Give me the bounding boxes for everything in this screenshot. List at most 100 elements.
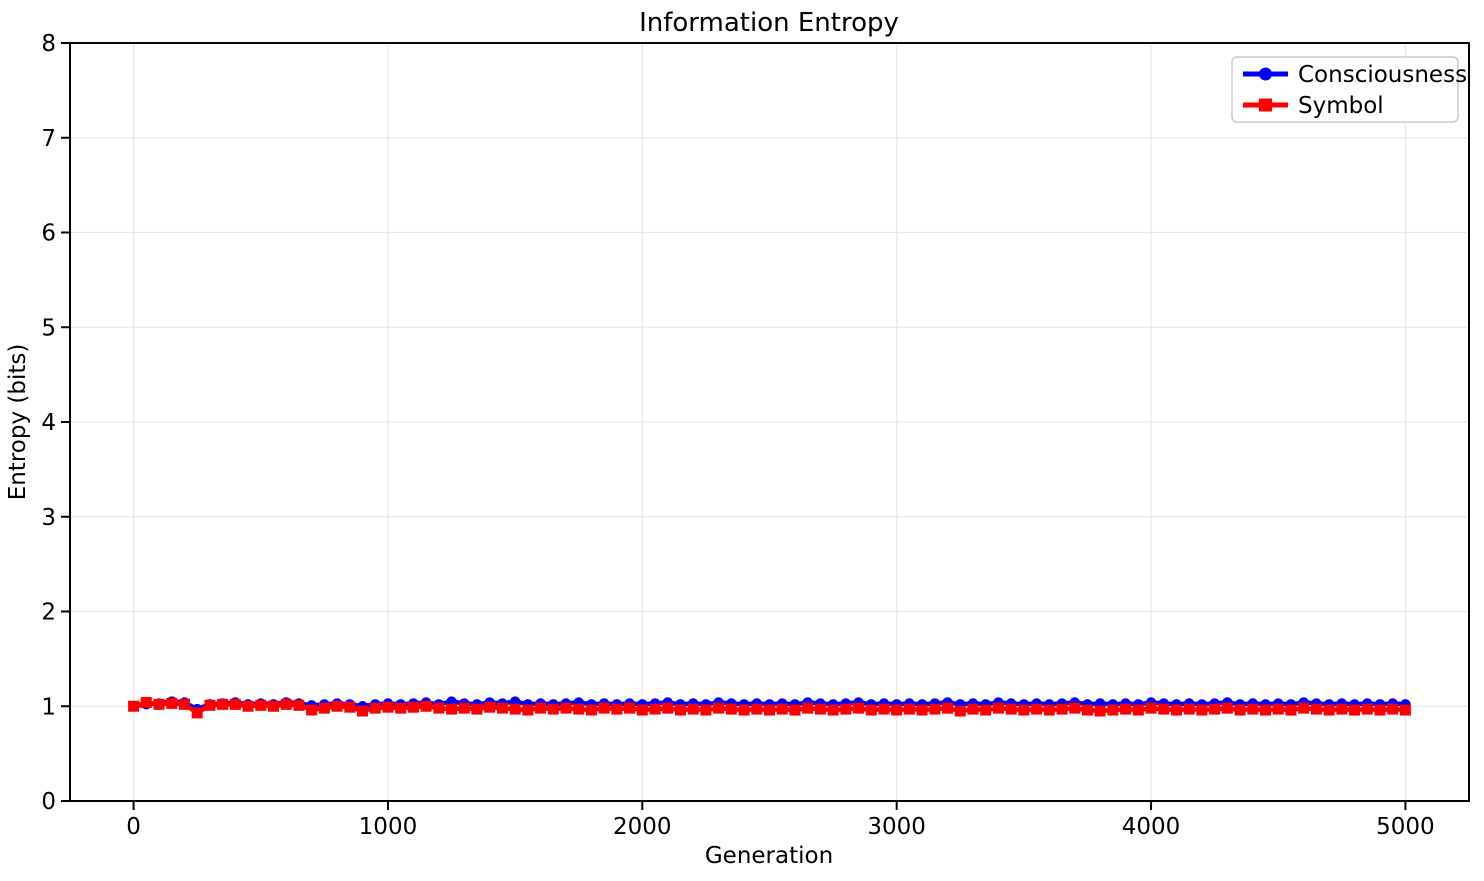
data-point-symbol [674,704,686,716]
data-point-symbol [318,702,330,714]
data-point-symbol [1043,704,1055,716]
y-axis-label: Entropy (bits) [5,344,31,501]
data-point-symbol [713,702,725,714]
data-point-symbol [306,704,318,716]
y-tick-label: 5 [41,315,56,341]
data-point-symbol [585,704,597,716]
data-point-symbol [840,703,852,715]
data-point-symbol [649,703,661,715]
y-tick-label: 0 [41,789,56,815]
data-point-symbol [153,698,165,710]
data-point-symbol [1158,703,1170,715]
data-point-symbol [395,702,407,714]
y-tick-label: 8 [41,31,56,57]
data-point-symbol [547,703,559,715]
x-tick-label: 3000 [867,814,926,840]
data-point-symbol [369,702,381,714]
data-point-symbol [242,700,254,712]
data-point-symbol [280,698,292,710]
data-point-symbol [344,701,356,713]
x-tick-label: 4000 [1122,814,1181,840]
data-point-symbol [1323,704,1335,716]
data-point-symbol [178,698,190,710]
legend-label-symbol: Symbol [1298,93,1384,119]
data-point-symbol [446,703,458,715]
data-point-symbol [140,696,152,708]
data-point-symbol [751,703,763,715]
data-point-symbol [929,703,941,715]
data-point-symbol [1145,702,1157,714]
data-point-symbol [967,703,979,715]
data-point-symbol [522,704,534,716]
data-point-symbol [1120,703,1132,715]
data-point-symbol [802,702,814,714]
data-point-symbol [700,704,712,716]
data-point-symbol [636,704,648,716]
legend-label-consciousness: Consciousness [1298,62,1467,88]
data-point-symbol [433,702,445,714]
data-point-symbol [560,702,572,714]
data-point-symbol [1132,704,1144,716]
data-point-symbol [1349,704,1361,716]
data-point-symbol [827,704,839,716]
data-point-symbol [293,699,305,711]
data-point-symbol [853,702,865,714]
data-series [128,696,1411,719]
data-point-symbol [814,703,826,715]
data-point-symbol [535,702,547,714]
x-tick-label: 1000 [359,814,418,840]
data-point-symbol [1260,704,1272,716]
data-point-symbol [1170,704,1182,716]
data-point-symbol [255,699,267,711]
data-point-symbol [980,704,992,716]
x-tick-label: 0 [126,814,141,840]
y-tick-label: 2 [41,600,56,626]
data-point-symbol [1272,703,1284,715]
data-point-symbol [903,703,915,715]
data-point-symbol [128,700,140,712]
data-point-symbol [229,698,241,710]
gridlines [70,42,1469,802]
data-point-symbol [1209,703,1221,715]
data-point-symbol [891,704,903,716]
data-point-symbol [1081,704,1093,716]
axis-tick-labels: 0 1000 2000 3000 4000 5000 0 1 2 3 4 5 6 7 8 [41,31,1434,840]
data-point-symbol [1399,704,1411,716]
y-tick-label: 6 [41,221,56,247]
chart-title: Information Entropy [639,8,899,38]
data-point-symbol [1247,703,1259,715]
data-point-symbol [764,704,775,716]
data-point-symbol [1069,702,1081,714]
data-point-symbol [484,701,496,713]
data-point-symbol [1107,704,1119,716]
data-point-symbol [573,703,585,715]
data-point-symbol [1374,704,1386,716]
data-point-symbol [166,697,178,709]
data-point-symbol [738,704,750,716]
data-point-symbol [725,703,737,715]
data-point-symbol [776,703,788,715]
data-point-symbol [1094,705,1106,717]
data-point-symbol [204,699,216,711]
data-point-symbol [1031,703,1043,715]
data-point-symbol [992,702,1004,714]
data-point-symbol [1196,704,1208,716]
data-point-symbol [1310,703,1322,715]
x-tick-label: 2000 [613,814,672,840]
data-point-symbol [624,702,636,714]
x-axis-label: Generation [705,843,833,869]
data-point-symbol [1221,702,1233,714]
y-tick-label: 7 [41,126,56,152]
data-point-symbol [687,703,699,715]
data-point-symbol [357,705,369,717]
data-point-symbol [1298,702,1310,714]
legend-square-marker-icon [1259,98,1272,112]
data-point-symbol [509,703,521,715]
data-point-symbol [1361,703,1373,715]
data-point-symbol [331,700,343,712]
y-tick-label: 3 [41,505,56,531]
legend-circle-marker-icon [1259,67,1272,81]
data-point-symbol [458,702,470,714]
data-point-symbol [420,700,432,712]
